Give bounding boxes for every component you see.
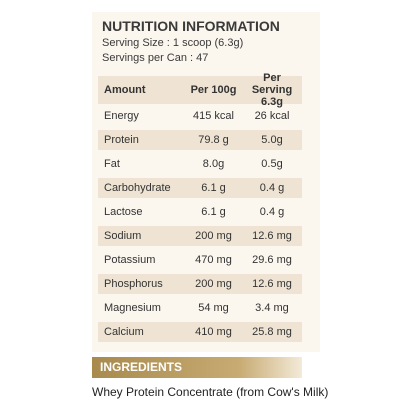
cell-value: 415 kcal xyxy=(193,110,234,122)
cell-label: Energy xyxy=(104,110,139,122)
table-row: Sodium 200 mg 12.6 mg xyxy=(98,226,302,246)
cell-label: Sodium xyxy=(104,230,142,242)
cell-value: 12.6 mg xyxy=(252,278,292,290)
cell-value: 26 kcal xyxy=(254,110,290,122)
cell-label: Lactose xyxy=(104,206,143,218)
cell-value: 410 mg xyxy=(195,326,232,338)
cell-value: 29.6 mg xyxy=(252,254,292,266)
table-row: Protein 79.8 g 5.0g xyxy=(98,130,302,150)
ingredients-title: INGREDIENTS xyxy=(100,360,183,374)
table-row: Magnesium 54 mg 3.4 mg xyxy=(98,298,302,318)
cell-value: 6.1 g xyxy=(201,182,226,194)
cell-label: Protein xyxy=(104,134,139,146)
table-row: Potassium 470 mg 29.6 mg xyxy=(98,250,302,270)
column-header: Per 100g xyxy=(190,84,237,96)
cell-label: Fat xyxy=(104,158,120,170)
cell-value: 470 mg xyxy=(195,254,232,266)
ingredients-bar: INGREDIENTS xyxy=(92,357,302,378)
table-header: Amount Per 100g Per Serving 6.3g xyxy=(98,72,302,108)
column-header: Per Serving 6.3g xyxy=(251,72,293,108)
cell-label: Calcium xyxy=(104,326,144,338)
cell-value: 200 mg xyxy=(195,278,232,290)
cell-value: 0.4 g xyxy=(259,206,285,218)
cell-value: 6.1 g xyxy=(201,206,226,218)
cell-label: Phosphorus xyxy=(104,278,163,290)
table-row: Carbohydrate 6.1 g 0.4 g xyxy=(98,178,302,198)
table-row: Calcium 410 mg 25.8 mg xyxy=(98,322,302,342)
cell-label: Potassium xyxy=(104,254,156,266)
cell-value: 0.4 g xyxy=(259,182,285,194)
cell-value: 3.4 mg xyxy=(255,302,289,314)
servings: Servings per Can : 47 xyxy=(102,52,209,64)
column-header: Amount xyxy=(104,84,146,96)
cell-value: 0.5g xyxy=(261,158,283,170)
cell-label: Carbohydrate xyxy=(104,182,171,194)
cell-label: Magnesium xyxy=(104,302,161,314)
cell-value: 8.0g xyxy=(202,158,225,170)
table-row: Lactose 6.1 g 0.4 g xyxy=(98,202,302,222)
table-row: Phosphorus 200 mg 12.6 mg xyxy=(98,274,302,294)
serving-size: Serving Size : 1 scoop (6.3g) xyxy=(102,37,244,49)
table-row: Energy 415 kcal 26 kcal xyxy=(98,106,302,126)
title: NUTRITION INFORMATION xyxy=(102,18,280,34)
cell-value: 54 mg xyxy=(198,302,229,314)
cell-value: 25.8 mg xyxy=(252,326,292,338)
ingredients-text: Whey Protein Concentrate (from Cow's Mil… xyxy=(92,385,329,399)
cell-value: 200 mg xyxy=(195,230,232,242)
cell-value: 5.0g xyxy=(261,134,283,146)
cell-value: 12.6 mg xyxy=(252,230,292,242)
table-row: Fat 8.0g 0.5g xyxy=(98,154,302,174)
cell-value: 79.8 g xyxy=(198,134,229,146)
